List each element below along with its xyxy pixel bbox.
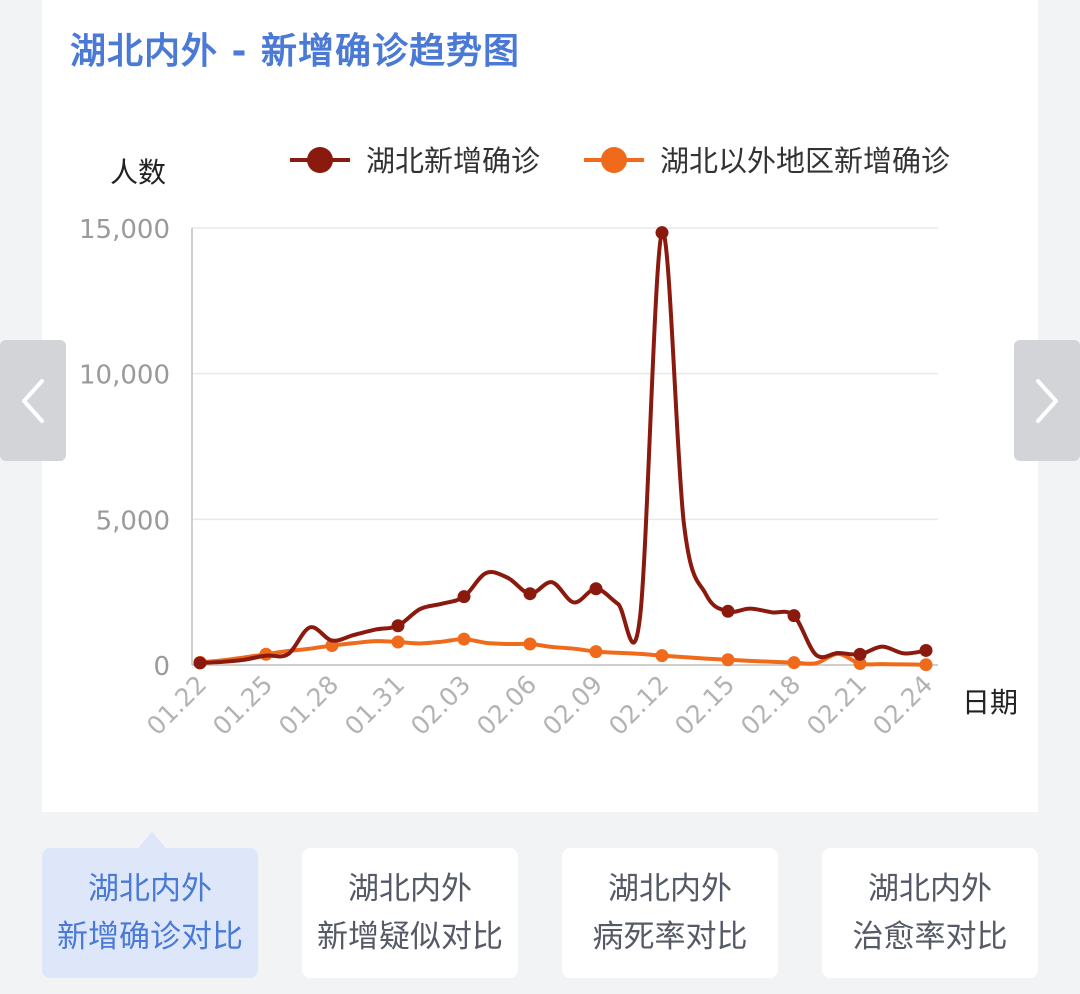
y-axis-label: 人数	[110, 156, 166, 189]
y-tick-label: 15,000	[79, 215, 170, 245]
outside-data-point	[589, 645, 603, 659]
x-axis-label: 日期	[962, 686, 1018, 719]
tab-recovery-compare[interactable]: 湖北内外 治愈率对比	[822, 848, 1038, 978]
series-layer	[193, 226, 933, 672]
tab-label-line2: 新增疑似对比	[317, 919, 503, 955]
tab-label-line1: 湖北内外	[88, 871, 212, 907]
legend-swatch-marker	[307, 147, 333, 173]
tab-label-line1: 湖北内外	[608, 871, 732, 907]
hubei-data-point	[919, 643, 933, 657]
tab-suspected-compare[interactable]: 湖北内外 新增疑似对比	[302, 848, 518, 978]
outside-data-point	[721, 653, 735, 667]
x-tick-label: 02.03	[405, 670, 476, 741]
hubei-data-point	[589, 582, 603, 596]
outside-series-line	[199, 637, 927, 667]
outside-data-point	[523, 637, 537, 651]
legend-label[interactable]: 湖北以外地区新增确诊	[660, 144, 950, 178]
x-tick-label: 01.22	[141, 670, 212, 741]
outside-data-point	[457, 632, 471, 646]
legend[interactable]: 湖北新增确诊 湖北以外地区新增确诊	[290, 144, 950, 178]
hubei-data-point	[853, 647, 867, 661]
tab-label-line2: 病死率对比	[592, 919, 748, 955]
hubei-data-point	[193, 656, 207, 670]
tab-label-line1: 湖北内外	[868, 871, 992, 907]
tab-label-line2: 治愈率对比	[852, 919, 1008, 955]
tab-label-line2: 新增确诊对比	[57, 919, 243, 955]
x-tick-label: 02.09	[537, 670, 608, 741]
x-tick-label: 02.12	[603, 670, 674, 741]
outside-data-point	[391, 635, 405, 649]
legend-swatch-marker	[601, 147, 627, 173]
chevron-left-icon	[22, 378, 44, 423]
hubei-data-point	[523, 587, 537, 601]
trend-line-chart: 05,00010,00015,00001.2201.2501.2801.3102…	[79, 144, 1018, 741]
hubei-data-point	[721, 604, 735, 618]
tab-confirmed-compare[interactable]: 湖北内外 新增确诊对比	[42, 848, 258, 978]
x-tick-label: 01.31	[339, 670, 410, 741]
chart-card	[42, 0, 1038, 812]
hubei-series-line	[199, 230, 927, 665]
tab-label-line1: 湖北内外	[348, 871, 472, 907]
x-tick-label: 02.06	[471, 670, 542, 741]
x-tick-label: 02.15	[669, 670, 740, 741]
chevron-right-icon	[1036, 378, 1058, 423]
tab-fatality-compare[interactable]: 湖北内外 病死率对比	[562, 848, 778, 978]
hubei-data-point	[457, 590, 471, 604]
y-tick-label: 10,000	[79, 361, 170, 391]
next-chart-button[interactable]	[1014, 340, 1080, 461]
y-tick-label: 0	[153, 652, 170, 682]
outside-data-point	[853, 657, 867, 671]
active-tab-pointer	[138, 832, 166, 848]
x-tick-label: 01.25	[207, 670, 278, 741]
prev-chart-button[interactable]	[0, 340, 66, 461]
x-tick-label: 01.28	[273, 670, 344, 741]
hubei-data-point	[787, 609, 801, 623]
legend-label[interactable]: 湖北新增确诊	[366, 144, 540, 178]
x-tick-label: 02.21	[801, 670, 872, 741]
outside-data-point	[919, 658, 933, 672]
hubei-data-point	[391, 619, 405, 633]
page-title: 湖北内外 - 新增确诊趋势图	[70, 31, 521, 72]
outside-data-point	[655, 649, 669, 663]
y-tick-label: 5,000	[96, 506, 170, 536]
grid-layer	[192, 227, 938, 666]
outside-data-point	[787, 656, 801, 670]
hubei-data-point	[655, 226, 669, 240]
x-tick-label: 02.24	[867, 670, 938, 741]
x-tick-label: 02.18	[735, 670, 806, 741]
